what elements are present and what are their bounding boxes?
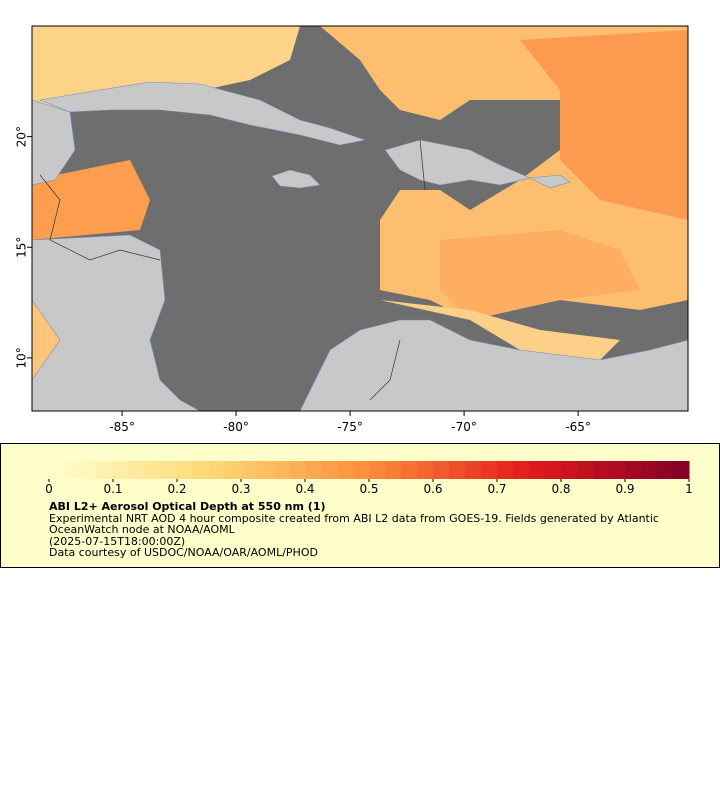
y-tick-label: 20° [15,126,29,147]
colorbar-cell [65,461,82,479]
colorbar-cell [257,461,274,479]
colorbar-cell [593,461,610,479]
x-tick-label: -85° [109,420,135,434]
x-tick-label: -75° [337,420,363,434]
colorbar-cell [289,461,306,479]
colorbar-cell [609,461,626,479]
colorbar-cell [225,461,242,479]
colorbar-cell [129,461,146,479]
x-tick-label: -65° [565,420,591,434]
colorbar-cell [97,461,114,479]
colorbar-cell [321,461,338,479]
colorbar-tick-label: 0.2 [167,482,186,496]
colorbar-tick-label: 1 [685,482,693,496]
colorbar-tick-label: 0.5 [359,482,378,496]
colorbar-cell [177,461,194,479]
colorbar-cell [577,461,594,479]
colorbar-cell [513,461,530,479]
colorbar-cell [481,461,498,479]
y-tick-label: 15° [15,237,29,258]
colorbar-tick-label: 0.7 [487,482,506,496]
colorbar-cell [449,461,466,479]
legend-credit: Data courtesy of USDOC/NOAA/OAR/AOML/PHO… [49,546,318,559]
colorbar-cell [433,461,450,479]
colorbar-tick-label: 0.1 [103,482,122,496]
map-figure: -85° -80° -75° -70° -65° 20° 15° 10° [15,25,689,434]
colorbar-cell [209,461,226,479]
colorbar-tick-label: 0.4 [295,482,314,496]
colorbar-cell [529,461,546,479]
colorbar-cell [561,461,578,479]
colorbar-cell [545,461,562,479]
map-frame [31,25,689,412]
colorbar: 0 0.1 0.2 0.3 0.4 0.5 0.6 0.7 0.8 0.9 1 [45,461,693,496]
colorbar-tick-label: 0.3 [231,482,250,496]
colorbar-cell [273,461,290,479]
colorbar-cell [193,461,210,479]
colorbar-cell [113,461,130,479]
colorbar-tick-label: 0.9 [615,482,634,496]
colorbar-cell [241,461,258,479]
colorbar-tick-label: 0 [45,482,53,496]
colorbar-cell [497,461,514,479]
colorbar-cell [161,461,178,479]
colorbar-cell [145,461,162,479]
x-tick-label: -80° [223,420,249,434]
colorbar-cell [657,461,674,479]
borders [39,139,426,401]
legend-panel: 0 0.1 0.2 0.3 0.4 0.5 0.6 0.7 0.8 0.9 1 ABI L2+ Ae… [0,443,720,568]
colorbar-cell [353,461,370,479]
colorbar-cell [673,461,690,479]
colorbar-cell [369,461,386,479]
legend-description: Experimental NRT AOD 4 hour composite cr… [49,511,659,536]
legend-text: ABI L2+ Aerosol Optical Depth at 550 nm … [49,501,689,559]
x-tick-label: -70° [451,420,477,434]
colorbar-tick-label: 0.8 [551,482,570,496]
colorbar-cell [417,461,434,479]
colorbar-cell [625,461,642,479]
colorbar-cell [81,461,98,479]
legend-title: ABI L2+ Aerosol Optical Depth at 550 nm … [49,500,326,513]
y-tick-label: 10° [15,347,29,368]
legend-time: (2025-07-15T18:00:00Z) [49,534,186,548]
colorbar-cell [49,461,66,479]
colorbar-cell [641,461,658,479]
colorbar-cell [465,461,482,479]
colorbar-cell [305,461,322,479]
colorbar-cell [401,461,418,479]
colorbar-cell [337,461,354,479]
colorbar-cell [385,461,402,479]
colorbar-tick-label: 0.6 [423,482,442,496]
